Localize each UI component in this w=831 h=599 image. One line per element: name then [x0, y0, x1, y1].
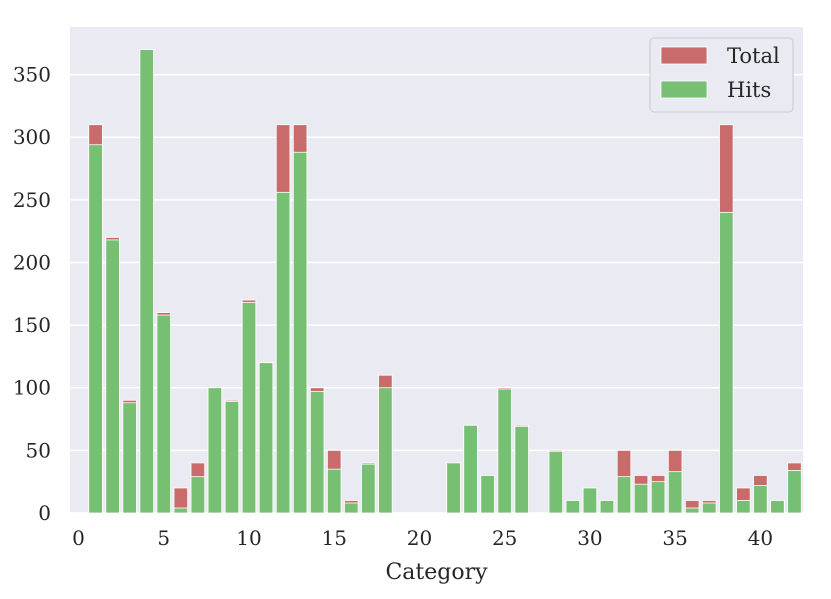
legend-swatch-hits	[660, 80, 708, 99]
bar-hits	[684, 507, 700, 514]
x-tick-label: 20	[407, 526, 432, 550]
legend-swatch-total	[660, 46, 708, 65]
bar-hits	[275, 191, 291, 514]
bar-hits	[736, 500, 751, 514]
bar-hits	[548, 451, 564, 514]
bar-hits	[650, 481, 666, 514]
x-axis-label: Category	[385, 560, 488, 585]
bar-hits	[361, 463, 376, 514]
legend: Total Hits	[649, 37, 794, 113]
bar-hits	[616, 476, 632, 514]
bar-hits	[173, 507, 189, 514]
bar-hits	[599, 500, 615, 514]
bar-hits	[139, 49, 154, 514]
x-tick-label: 0	[72, 526, 85, 550]
y-tick-label: 150	[13, 313, 51, 337]
x-tick-label: 35	[662, 526, 687, 550]
bar-hits	[770, 500, 785, 514]
y-tick-label: 300	[13, 125, 51, 149]
y-tick-label: 200	[13, 250, 51, 274]
bar-hits	[446, 462, 461, 514]
y-tick-label: 0	[38, 501, 51, 525]
legend-label-hits: Hits	[727, 78, 771, 102]
y-tick-label: 250	[13, 188, 51, 212]
bar-hits	[327, 468, 342, 514]
bar-hits	[667, 471, 683, 514]
bar-hits	[241, 302, 257, 514]
bar-hits	[753, 485, 768, 514]
bar-hits	[514, 426, 529, 514]
y-tick-label: 50	[26, 438, 51, 462]
bar-hits	[105, 239, 120, 514]
bar-hits	[309, 391, 325, 514]
bar-hits	[258, 362, 274, 514]
x-tick-labels: 0 5 10 15 20 25 30 35 40	[72, 526, 773, 550]
x-tick-label: 10	[236, 526, 261, 550]
bars	[88, 49, 802, 514]
bar-hits	[190, 476, 206, 514]
x-tick-label: 40	[748, 526, 773, 550]
bar-hits	[207, 387, 223, 514]
bar-hits	[787, 470, 802, 514]
bar-hits	[156, 314, 171, 514]
y-tick-labels: 0 50 100 150 200 250 300 350	[13, 63, 51, 525]
bar-hits	[378, 387, 393, 514]
x-tick-label: 25	[492, 526, 517, 550]
y-tick-label: 350	[13, 63, 51, 87]
legend-label-total: Total	[727, 44, 780, 68]
bar-hits	[497, 388, 512, 514]
bar-hits	[122, 402, 137, 514]
x-tick-label: 5	[157, 526, 170, 550]
x-tick-label: 15	[321, 526, 346, 550]
bar-hits	[224, 401, 240, 514]
y-tick-label: 100	[13, 376, 51, 400]
bar-hits	[463, 424, 478, 514]
bar-hits	[88, 144, 103, 514]
bar-hits	[702, 502, 717, 514]
bar-hits	[292, 151, 308, 514]
bar-hits	[719, 211, 734, 514]
bar-hits	[344, 502, 359, 514]
x-tick-label: 30	[577, 526, 602, 550]
bar-hits	[565, 500, 581, 514]
bar-hits	[480, 475, 495, 514]
bar-hits	[582, 487, 598, 514]
bar-hits	[633, 483, 649, 514]
